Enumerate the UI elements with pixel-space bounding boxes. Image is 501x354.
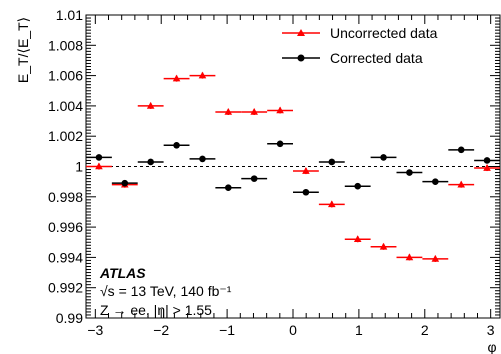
y-tick-label: 1.01 — [56, 7, 83, 23]
y-tick-label: 0.992 — [48, 280, 83, 296]
data-point-triangle — [146, 101, 155, 109]
x-tick-label: −1 — [219, 322, 235, 338]
y-tick-label: 0.994 — [48, 249, 83, 265]
x-tick-label: 2 — [421, 322, 429, 338]
y-tick-label: 1 — [75, 159, 83, 175]
y-tick-label: 0.996 — [48, 219, 83, 235]
data-point-circle — [250, 175, 258, 182]
data-point-circle — [147, 158, 154, 166]
legend-marker-uncorrected — [297, 29, 305, 36]
data-point-circle — [457, 146, 465, 154]
series-uncorrected — [86, 71, 500, 262]
x-tick-label: 3 — [487, 322, 495, 338]
data-point-circle — [276, 140, 284, 148]
annotation-block: ATLAS √s = 13 TeV, 140 fb⁻¹ Z → ee, |η| … — [99, 265, 232, 318]
x-tick-label: 0 — [289, 322, 297, 338]
data-point-triangle — [198, 71, 207, 79]
axis-ticks: −3 −2 −1 0 1 2 3 0.99 0.992 0.994 0.996 0.998 1 1.002… — [48, 7, 500, 338]
data-series — [86, 71, 500, 262]
legend-marker-corrected — [297, 54, 305, 62]
data-point-triangle — [457, 180, 466, 188]
y-tick-label: 0.998 — [48, 189, 83, 205]
legend-label-uncorrected: Uncorrected data — [330, 25, 438, 41]
data-point-circle — [121, 179, 129, 187]
x-axis-title: φ — [487, 339, 496, 354]
data-point-circle — [328, 158, 336, 166]
series-corrected — [86, 140, 500, 196]
data-point-circle — [224, 184, 232, 192]
data-point-circle — [483, 157, 491, 164]
process-label: Z → ee, |η| > 1.55 — [100, 302, 212, 318]
data-point-triangle — [302, 167, 310, 174]
data-point-circle — [380, 154, 387, 161]
data-point-triangle — [224, 107, 233, 115]
y-tick-label: 1.006 — [48, 68, 83, 84]
energy-lumi-label: √s = 13 TeV, 140 fb⁻¹ — [100, 283, 232, 299]
data-point-triangle — [431, 254, 440, 262]
y-tick-label: 1.002 — [48, 128, 83, 144]
data-point-triangle — [95, 162, 103, 170]
data-point-circle — [432, 178, 439, 185]
x-tick-label: −3 — [87, 322, 103, 338]
data-point-circle — [354, 182, 362, 190]
legend: Uncorrected data Corrected data — [282, 25, 438, 66]
data-point-triangle — [276, 106, 284, 114]
data-point-triangle — [405, 253, 414, 261]
legend-item-corrected: Corrected data — [282, 50, 423, 66]
data-point-circle — [173, 141, 180, 149]
data-point-circle — [95, 154, 103, 161]
data-point-circle — [302, 188, 310, 196]
data-point-triangle — [328, 200, 336, 208]
y-tick-label: 0.99 — [56, 310, 83, 326]
data-point-triangle — [483, 164, 491, 171]
legend-item-uncorrected: Uncorrected data — [282, 25, 438, 41]
data-point-triangle — [353, 235, 362, 243]
data-point-triangle — [250, 107, 258, 115]
atlas-label: ATLAS — [99, 265, 146, 281]
data-point-triangle — [379, 242, 388, 250]
y-tick-label: 1.004 — [48, 98, 83, 114]
data-point-circle — [199, 155, 206, 163]
data-point-circle — [406, 169, 413, 176]
legend-label-corrected: Corrected data — [330, 50, 423, 66]
y-tick-label: 1.008 — [48, 37, 83, 53]
x-tick-label: −2 — [153, 322, 169, 338]
y-axis-title: E_T/⟨E_T⟩ — [15, 17, 31, 83]
data-point-triangle — [172, 74, 181, 82]
x-tick-label: 1 — [355, 322, 363, 338]
